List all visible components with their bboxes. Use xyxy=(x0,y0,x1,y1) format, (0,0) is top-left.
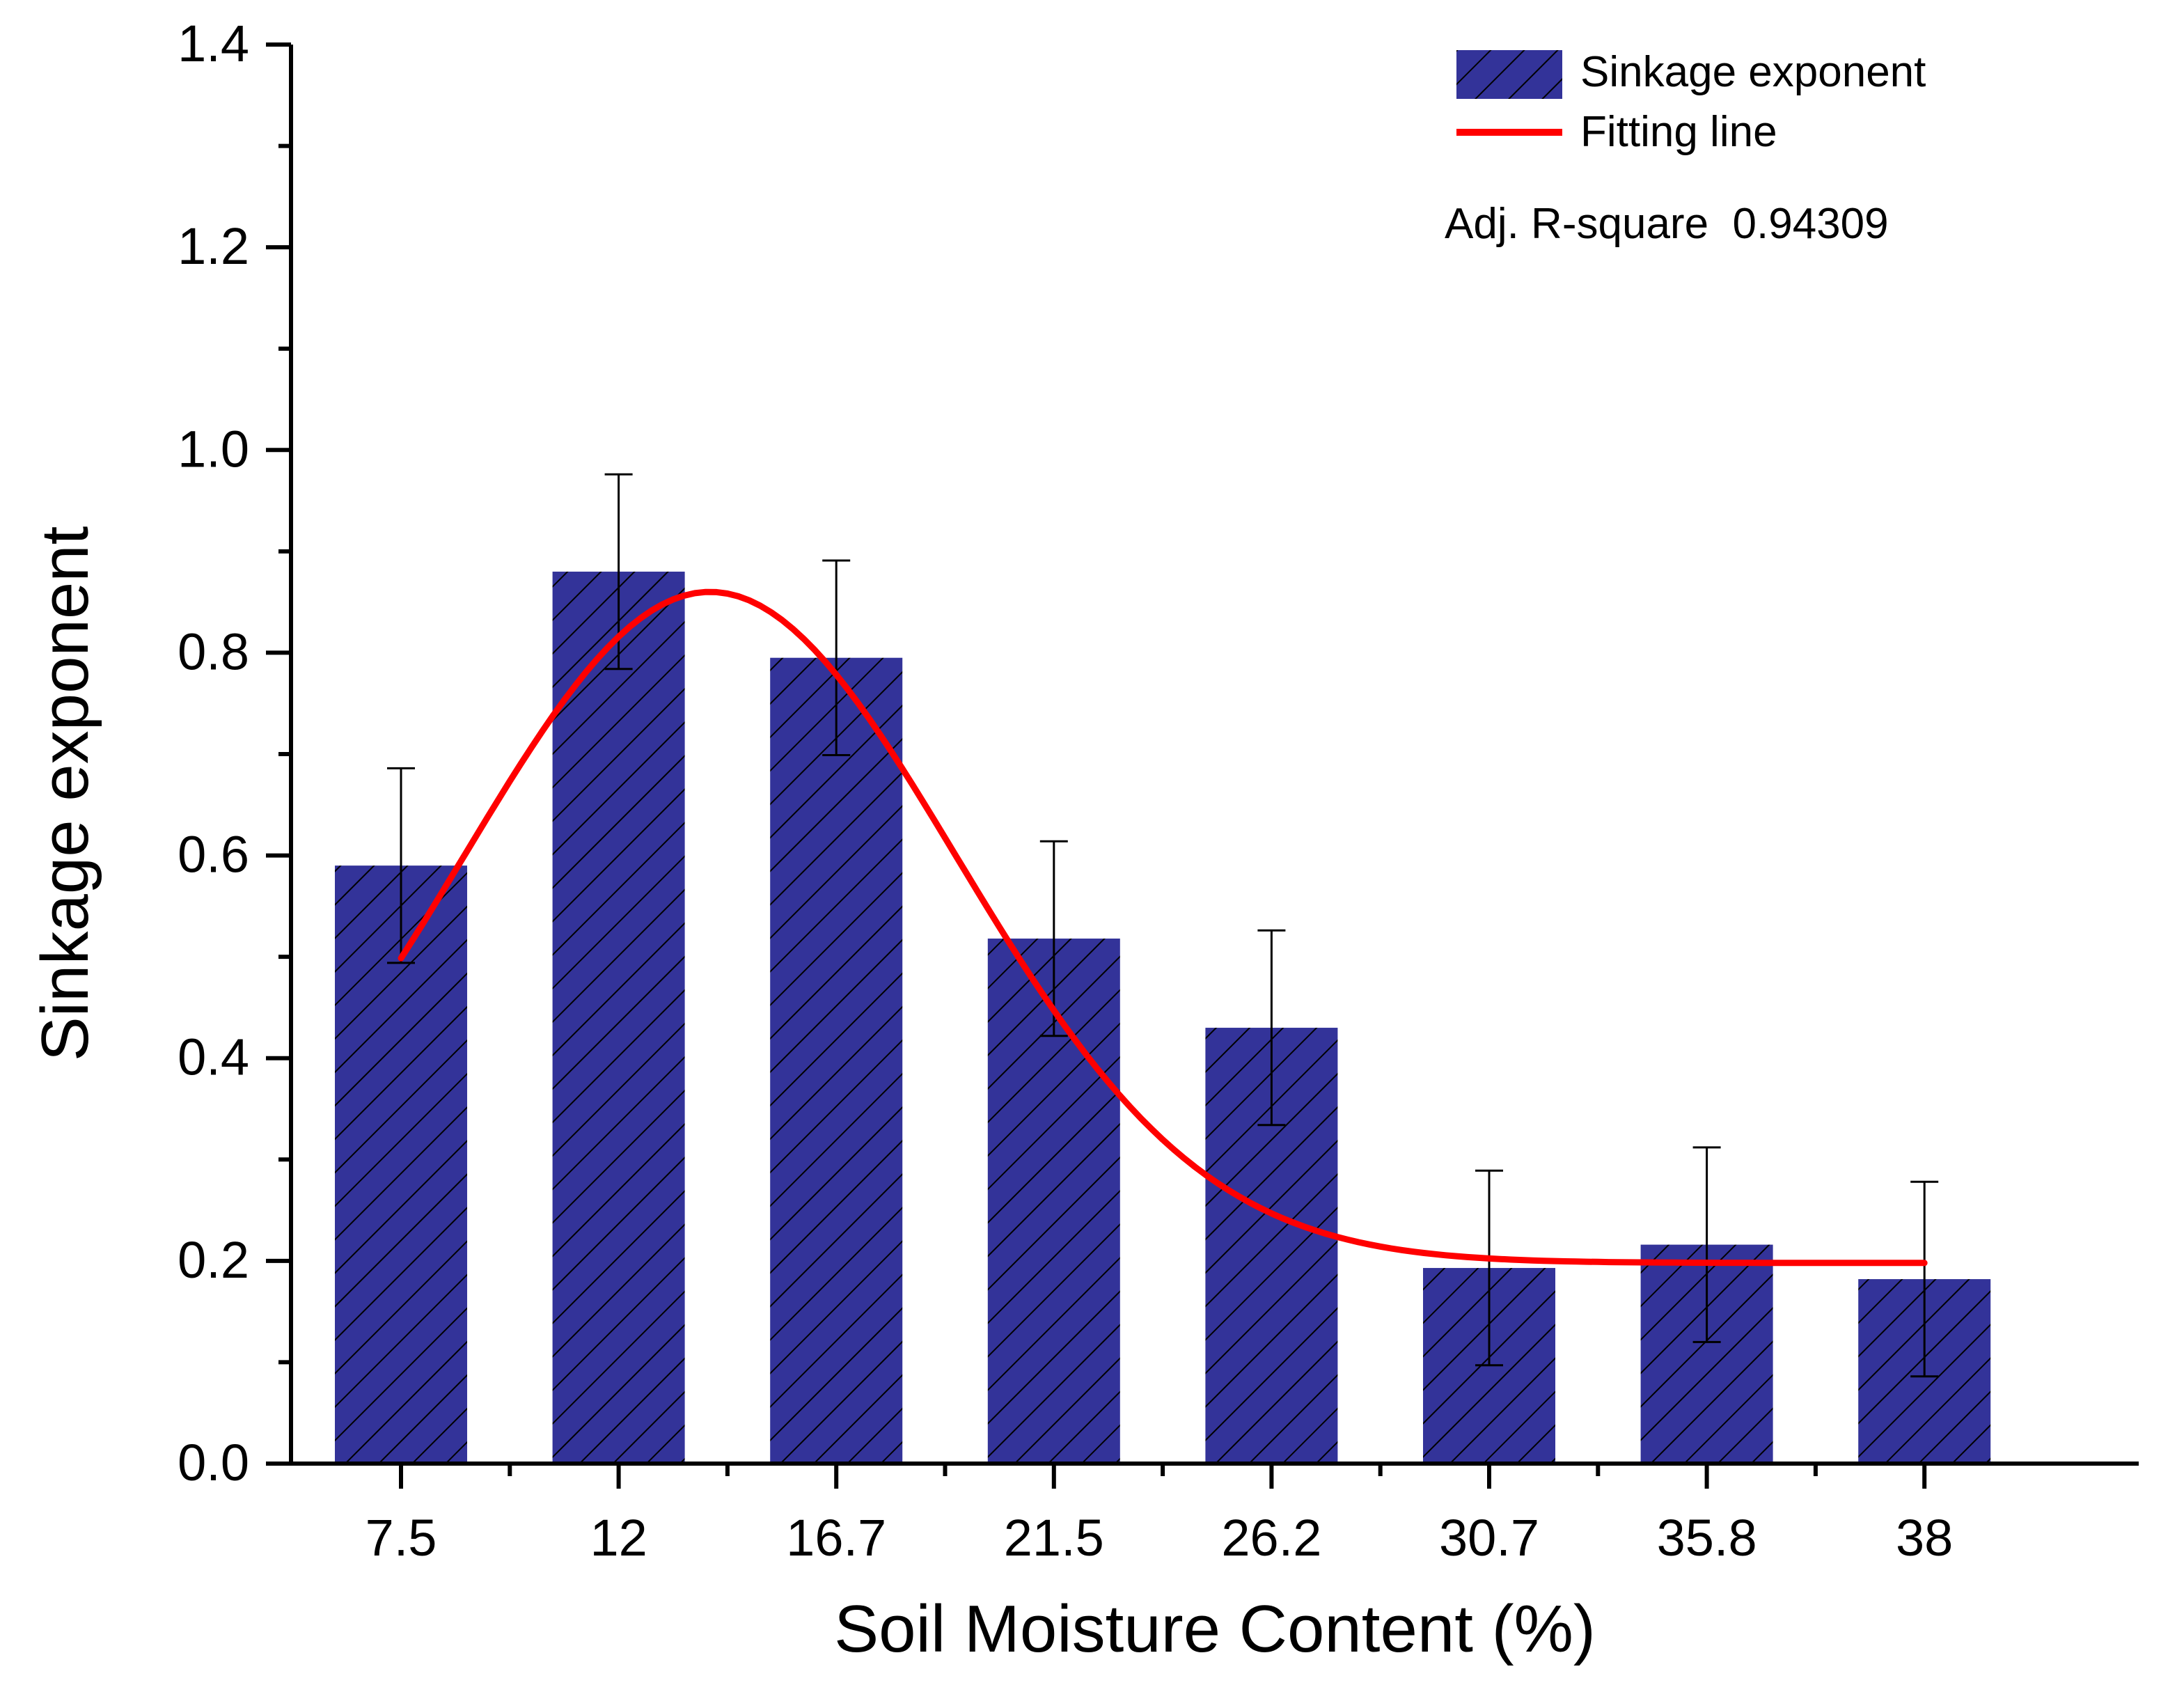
fitting-line xyxy=(398,588,1928,1267)
x-tick-label: 26.2 xyxy=(1221,1509,1321,1567)
y-tick-label: 1.0 xyxy=(178,420,249,478)
fit-line-layer xyxy=(398,588,1928,1267)
error-bar-16.7 xyxy=(822,559,851,756)
error-bar-21.5 xyxy=(1039,840,1068,1037)
error-bar-30.7 xyxy=(1475,1169,1503,1367)
x-tick-label: 38 xyxy=(1896,1509,1953,1567)
bar-12 xyxy=(552,571,685,1464)
x-tick-label: 7.5 xyxy=(366,1509,437,1567)
y-tick-label: 0.4 xyxy=(178,1028,249,1086)
legend: Sinkage exponent Fitting line xyxy=(1456,48,1926,156)
axes xyxy=(267,45,2139,1466)
bars-layer xyxy=(335,571,1991,1464)
adj-r-square-annotation: Adj. R-square 0.94309 xyxy=(1445,200,1889,248)
bar-16.7 xyxy=(770,657,903,1464)
legend-label-fit: Fitting line xyxy=(1580,108,1777,156)
error-bar-26.2 xyxy=(1257,929,1286,1127)
error-bar-35.8 xyxy=(1692,1146,1721,1343)
legend-label-bars: Sinkage exponent xyxy=(1580,48,1926,96)
x-tick-label: 21.5 xyxy=(1004,1509,1104,1567)
y-tick-label: 0.0 xyxy=(178,1434,249,1491)
x-ticks: 7.5 12 16.7 21.5 26.2 30.7 35.8 38 xyxy=(366,1464,1953,1567)
x-tick-label: 30.7 xyxy=(1439,1509,1539,1567)
x-tick-label: 35.8 xyxy=(1657,1509,1757,1567)
y-ticks: 0.0 0.2 0.4 0.6 0.8 1.0 1.2 1.4 xyxy=(178,15,291,1491)
y-tick-label: 0.2 xyxy=(178,1231,249,1289)
error-bar-38 xyxy=(1910,1180,1939,1378)
x-tick-label: 16.7 xyxy=(786,1509,886,1567)
y-tick-label: 1.4 xyxy=(178,15,249,72)
y-tick-label: 0.6 xyxy=(178,826,249,884)
legend-swatch-bars xyxy=(1456,50,1562,99)
error-bar-7.5 xyxy=(387,767,415,964)
y-tick-label: 1.2 xyxy=(178,217,249,275)
x-axis-label: Soil Moisture Content (%) xyxy=(834,1592,1596,1666)
y-tick-label: 0.8 xyxy=(178,622,249,680)
y-axis-label: Sinkage exponent xyxy=(28,526,102,1062)
x-tick-label: 12 xyxy=(590,1509,647,1567)
bar-7.5 xyxy=(335,865,467,1464)
